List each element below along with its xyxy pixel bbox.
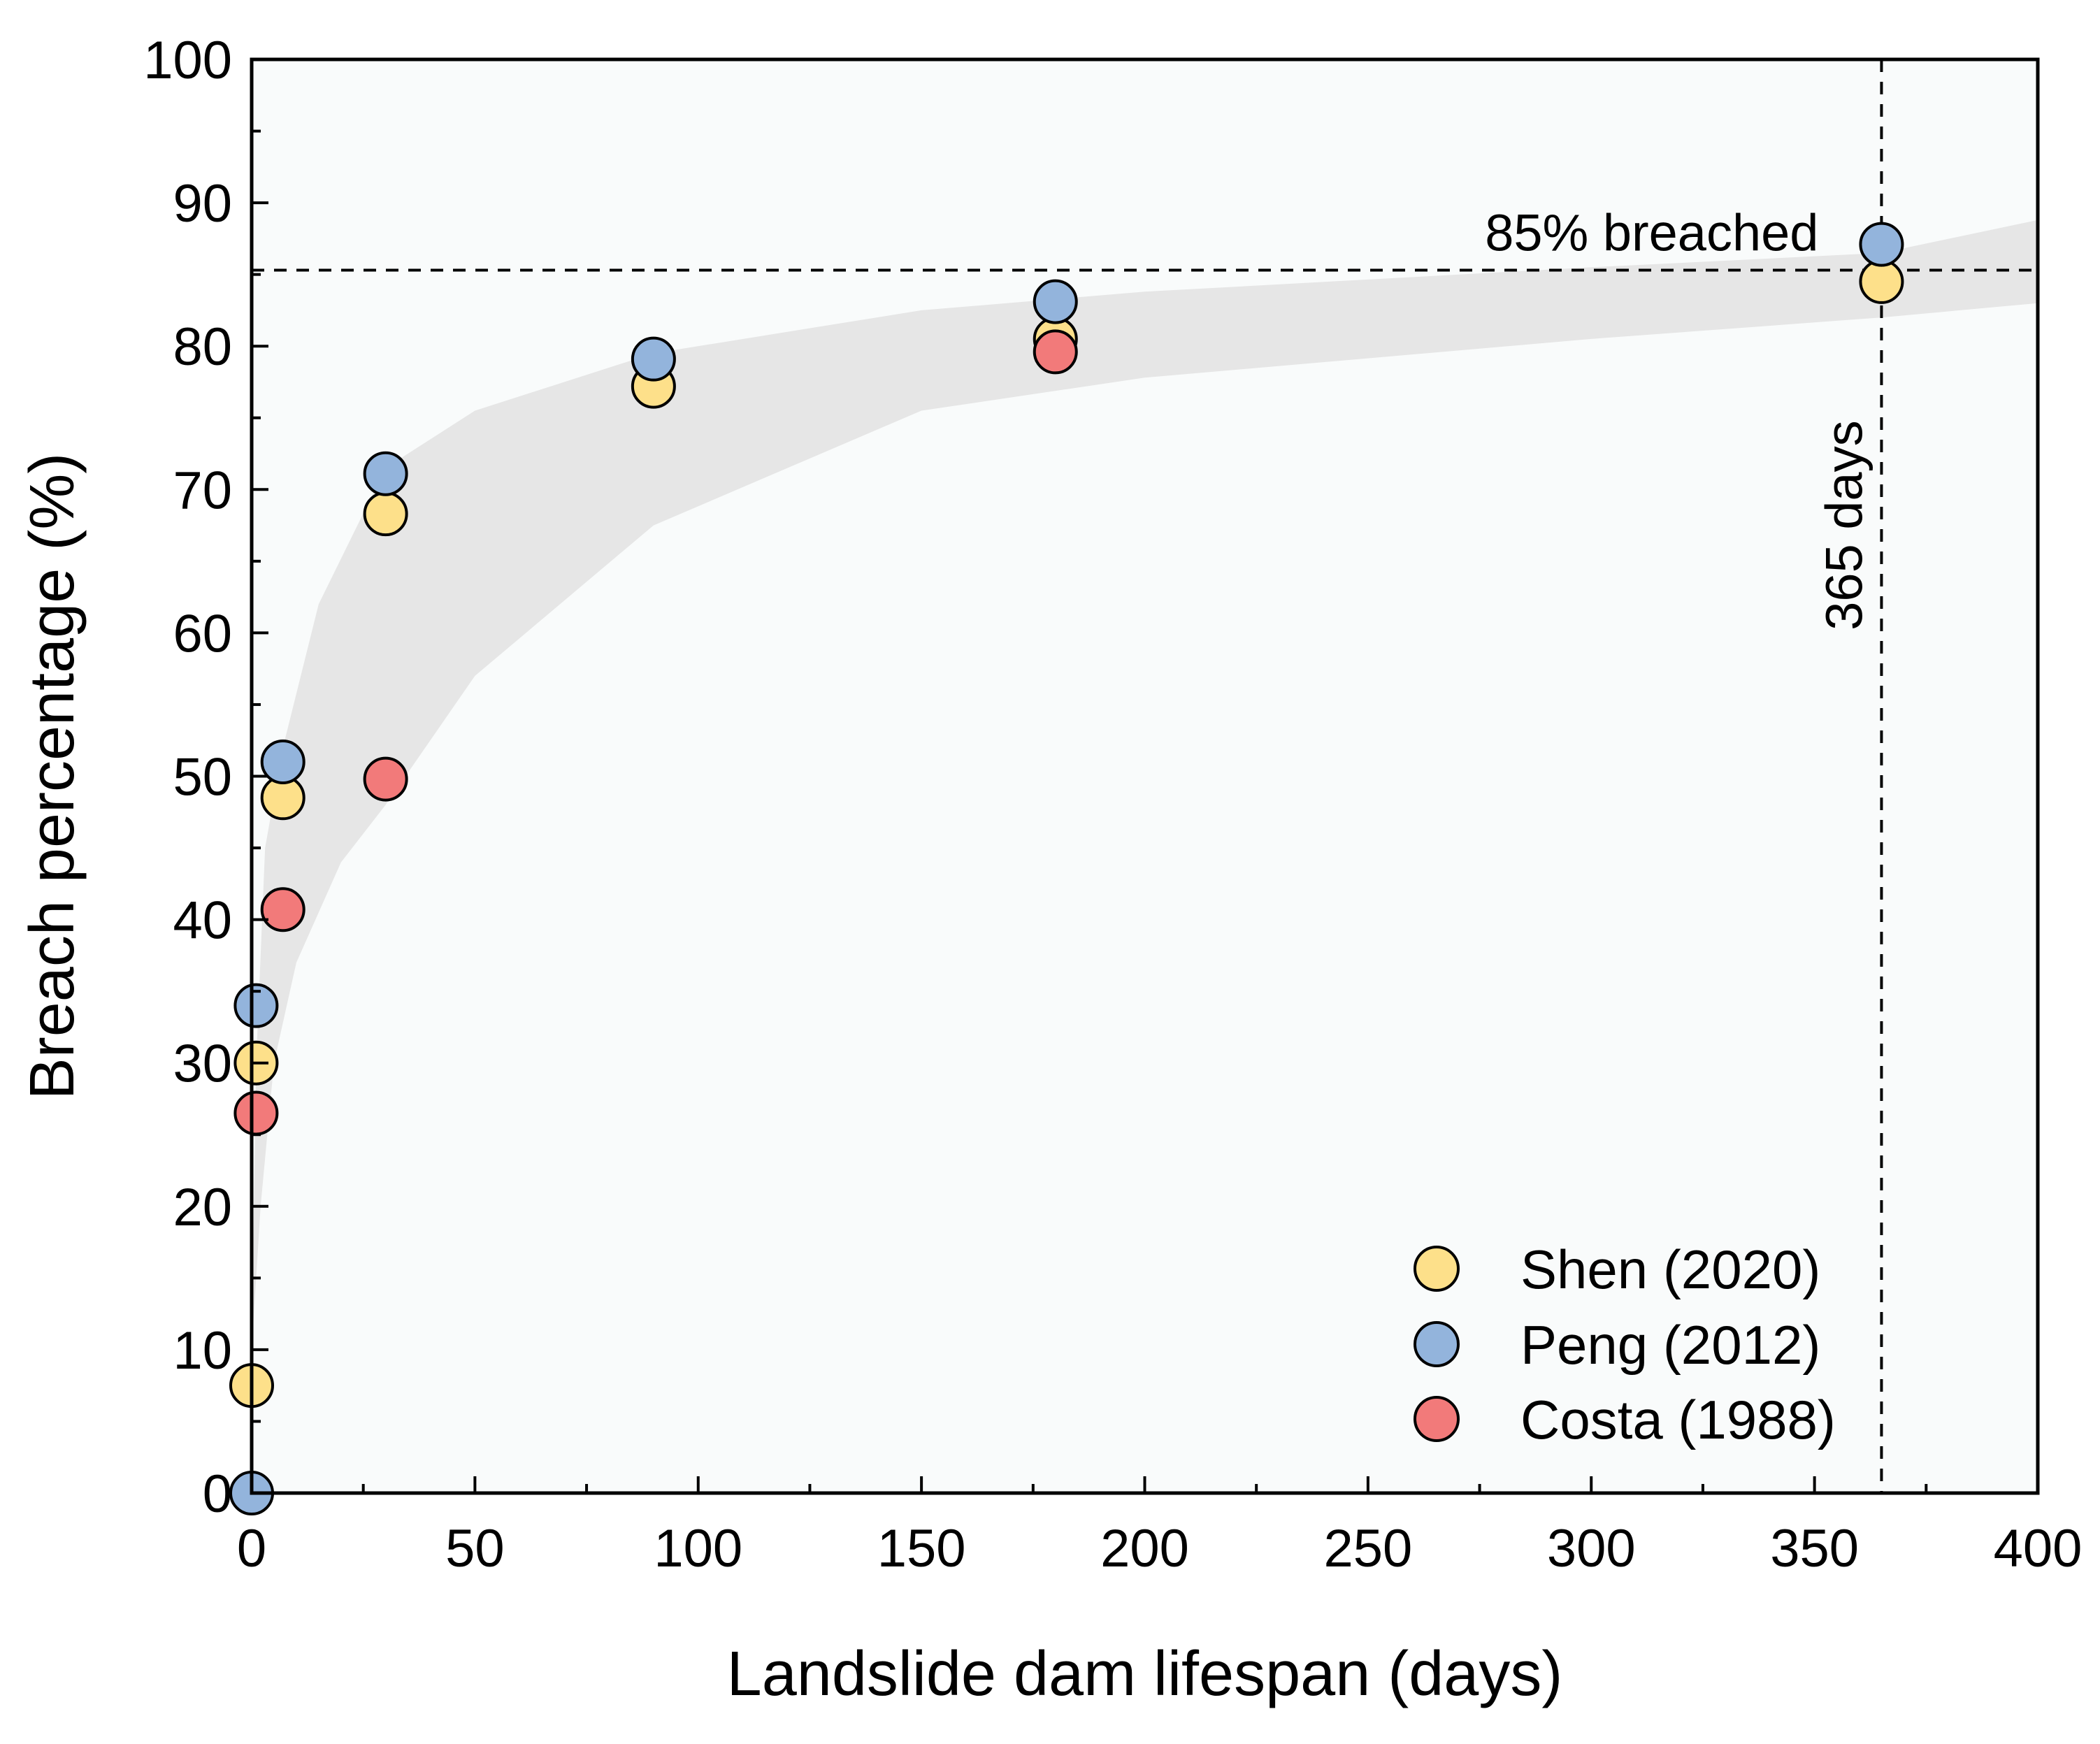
data-point-peng-3: [363, 451, 408, 496]
legend-marker-shen: [1414, 1246, 1460, 1292]
reference-lines: [252, 59, 2038, 1493]
y-tick-label: 10: [173, 1321, 232, 1381]
data-point-costa-3: [1033, 329, 1078, 375]
y-axis-ticks: 0 10 20 30 40 50 60 70 80 90 100: [143, 31, 268, 1524]
y-tick-label: 40: [173, 891, 232, 951]
y-tick-label: 30: [173, 1035, 232, 1094]
data-point-costa-0: [233, 1090, 279, 1136]
x-axis-title: Landslide dam lifespan (days): [727, 1639, 1563, 1709]
x-tick-label: 50: [445, 1519, 505, 1578]
y-tick-label: 100: [143, 31, 232, 90]
y-tick-label: 70: [173, 461, 232, 520]
data-point-peng-1: [233, 983, 279, 1028]
x-tick-label: 400: [1994, 1519, 2083, 1578]
data-point-shen-6: [1859, 259, 1904, 304]
data-point-shen-3: [363, 491, 408, 537]
confidence-band: [252, 219, 2038, 1350]
x-tick-label: 300: [1547, 1519, 1636, 1578]
data-point-peng-5: [1033, 279, 1078, 324]
x-tick-label: 150: [877, 1519, 966, 1578]
x-tick-label: 350: [1770, 1519, 1859, 1578]
legend-label-costa: Costa (1988): [1520, 1389, 1836, 1450]
data-points: [229, 222, 1904, 1515]
y-tick-label: 0: [203, 1464, 232, 1524]
data-point-costa-2: [363, 756, 408, 802]
x-tick-label: 100: [654, 1519, 742, 1578]
data-point-peng-6: [1859, 222, 1904, 267]
legend-marker-peng: [1414, 1321, 1460, 1367]
legend-marker-costa: [1414, 1396, 1460, 1442]
365-days-annotation: 365 days: [1815, 420, 1873, 630]
data-point-peng-2: [260, 739, 305, 784]
x-tick-label: 0: [237, 1519, 266, 1578]
legend-label-shen: Shen (2020): [1520, 1239, 1820, 1300]
data-point-peng-4: [631, 336, 676, 382]
x-tick-label: 250: [1323, 1519, 1412, 1578]
x-axis-ticks: 0 50 100 150 200 250 300 350 400: [237, 1476, 2083, 1578]
y-tick-label: 50: [173, 748, 232, 807]
y-tick-label: 60: [173, 604, 232, 663]
legend: Shen (2020) Peng (2012) Costa (1988): [1414, 1239, 1836, 1450]
y-tick-label: 90: [173, 174, 232, 233]
y-tick-label: 80: [173, 317, 232, 377]
data-point-costa-1: [260, 887, 305, 932]
legend-label-peng: Peng (2012): [1520, 1314, 1820, 1376]
y-tick-label: 20: [173, 1178, 232, 1237]
breach-85-annotation: 85% breached: [1485, 203, 1818, 261]
y-axis-title: Breach percentage (%): [17, 453, 87, 1100]
x-tick-label: 200: [1100, 1519, 1189, 1578]
